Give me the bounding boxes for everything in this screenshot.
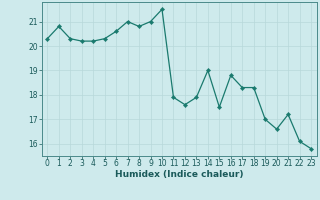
X-axis label: Humidex (Indice chaleur): Humidex (Indice chaleur) [115, 170, 244, 179]
